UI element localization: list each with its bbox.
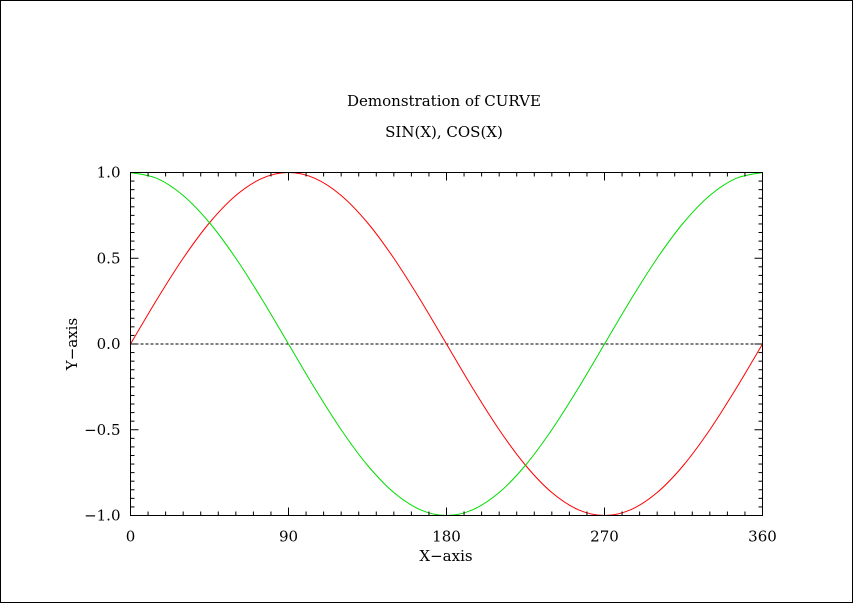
x-tick-label: 270 [590,528,619,546]
y-tick-label: 1.0 [97,164,121,182]
x-axis-label: X−axis [419,547,472,565]
x-tick-label: 180 [432,528,461,546]
y-tick-label: 0.5 [97,249,121,267]
series-layer [130,171,763,517]
y-axis-label: Y−axis [63,318,81,371]
axis-layer: 0 90 180 270 360 1.0 0.5 0.0 −0.5 −1.0 [84,164,777,546]
y-tick-label: −0.5 [84,421,120,439]
x-tick-label: 360 [748,528,777,546]
chart-title: Demonstration of CURVE [347,92,541,110]
y-tick-label: −1.0 [84,507,120,525]
chart-subtitle: SIN(X), COS(X) [385,123,503,141]
x-tick-label: 0 [126,528,136,546]
plot-area [130,172,763,516]
y-tick-label: 0.0 [97,335,121,353]
series-line-1 [130,171,763,517]
x-tick-label: 90 [279,528,298,546]
